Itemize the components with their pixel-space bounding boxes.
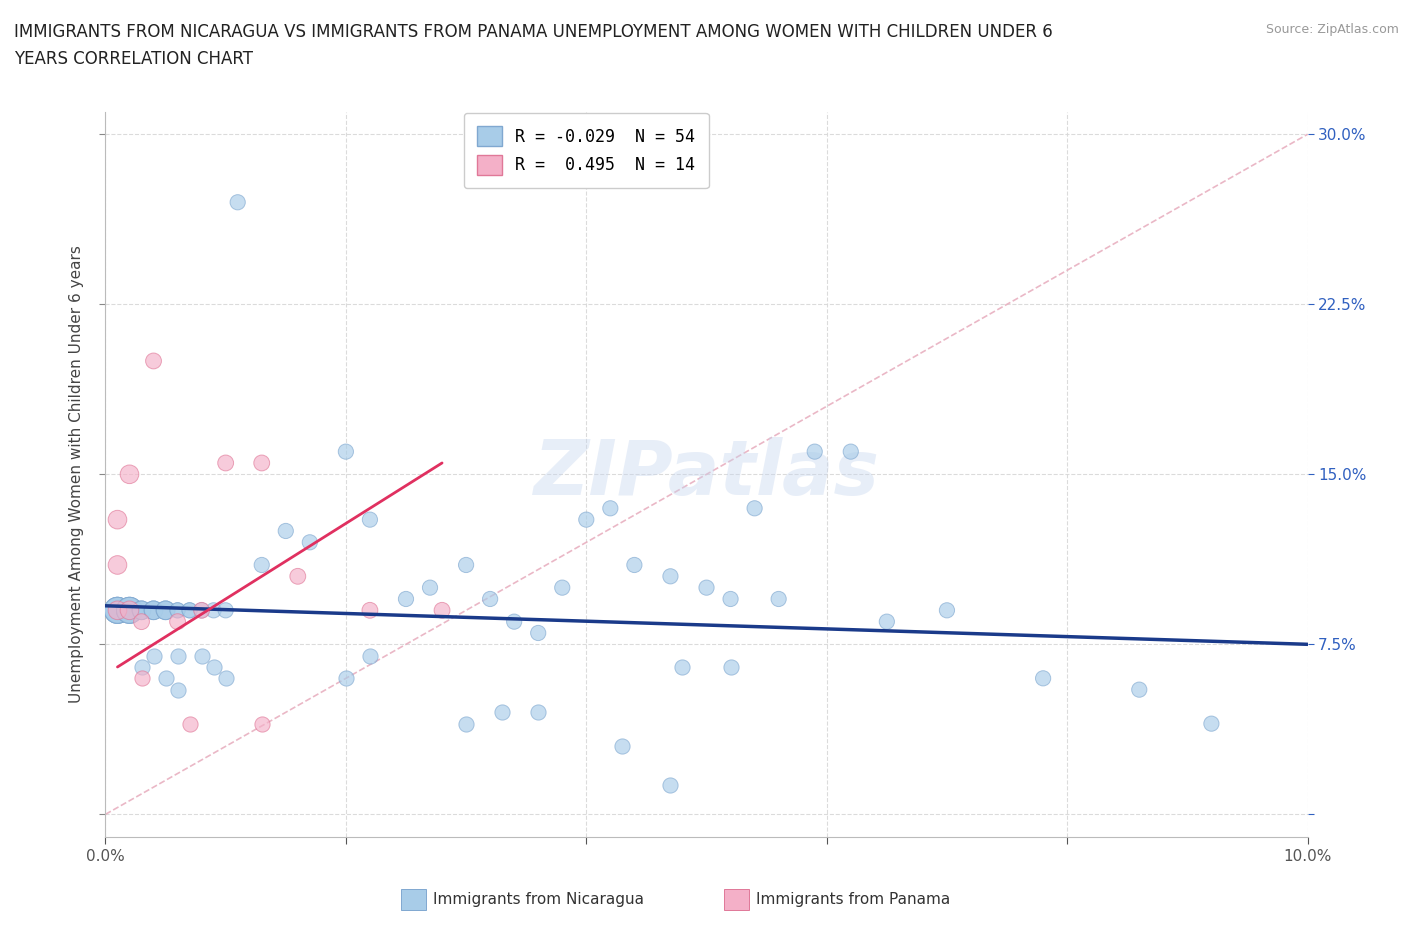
- Point: [359, 648, 381, 663]
- Point: [298, 535, 321, 550]
- Point: [744, 501, 766, 516]
- Point: [768, 591, 790, 606]
- Point: [503, 614, 526, 629]
- Point: [491, 705, 513, 720]
- Point: [623, 558, 645, 573]
- Point: [395, 591, 418, 606]
- Legend: R = -0.029  N = 54, R =  0.495  N = 14: R = -0.029 N = 54, R = 0.495 N = 14: [464, 113, 709, 189]
- Point: [575, 512, 598, 527]
- Point: [202, 659, 225, 674]
- Point: [430, 603, 453, 618]
- Point: [155, 671, 177, 685]
- Point: [599, 501, 621, 516]
- Point: [166, 648, 188, 663]
- Point: [527, 705, 550, 720]
- Point: [166, 614, 188, 629]
- Point: [250, 716, 273, 731]
- Text: ZIPatlas: ZIPatlas: [533, 437, 880, 512]
- Point: [107, 603, 129, 618]
- Point: [226, 195, 249, 210]
- Point: [179, 603, 201, 618]
- Point: [839, 445, 862, 459]
- Point: [527, 626, 550, 641]
- Point: [131, 603, 153, 618]
- Point: [142, 648, 165, 663]
- Point: [155, 603, 177, 618]
- Point: [659, 569, 682, 584]
- Point: [359, 603, 381, 618]
- Point: [166, 603, 188, 618]
- Point: [274, 524, 297, 538]
- Point: [551, 580, 574, 595]
- Point: [454, 716, 477, 731]
- Point: [179, 603, 201, 618]
- Point: [118, 603, 141, 618]
- Point: [118, 467, 141, 482]
- Point: [107, 558, 129, 573]
- Point: [142, 353, 165, 368]
- Point: [118, 603, 141, 618]
- Point: [142, 603, 165, 618]
- Point: [214, 603, 236, 618]
- Point: [142, 603, 165, 618]
- Point: [118, 603, 141, 618]
- Point: [419, 580, 441, 595]
- Y-axis label: Unemployment Among Women with Children Under 6 years: Unemployment Among Women with Children U…: [69, 246, 84, 703]
- Point: [359, 512, 381, 527]
- Point: [107, 603, 129, 618]
- Point: [287, 569, 309, 584]
- Point: [118, 603, 141, 618]
- Point: [107, 603, 129, 618]
- Point: [803, 445, 825, 459]
- Point: [142, 603, 165, 618]
- Text: Immigrants from Nicaragua: Immigrants from Nicaragua: [433, 892, 644, 907]
- Point: [166, 603, 188, 618]
- Point: [659, 777, 682, 792]
- Point: [250, 456, 273, 471]
- Point: [1032, 671, 1054, 685]
- Point: [131, 671, 153, 685]
- Point: [179, 716, 201, 731]
- Point: [107, 512, 129, 527]
- Point: [696, 580, 718, 595]
- Point: [720, 591, 742, 606]
- Point: [131, 659, 153, 674]
- Point: [131, 614, 153, 629]
- Point: [131, 603, 153, 618]
- Point: [190, 603, 212, 618]
- Point: [166, 683, 188, 698]
- Point: [107, 603, 129, 618]
- Point: [454, 558, 477, 573]
- Point: [335, 671, 357, 685]
- Point: [335, 445, 357, 459]
- Point: [155, 603, 177, 618]
- Point: [190, 648, 212, 663]
- Point: [107, 603, 129, 618]
- Point: [720, 659, 742, 674]
- Point: [1201, 716, 1223, 731]
- Point: [131, 603, 153, 618]
- Point: [250, 558, 273, 573]
- Point: [214, 671, 236, 685]
- Point: [671, 659, 693, 674]
- Point: [1128, 683, 1150, 698]
- Point: [479, 591, 502, 606]
- Point: [936, 603, 959, 618]
- Text: IMMIGRANTS FROM NICARAGUA VS IMMIGRANTS FROM PANAMA UNEMPLOYMENT AMONG WOMEN WIT: IMMIGRANTS FROM NICARAGUA VS IMMIGRANTS …: [14, 23, 1053, 68]
- Point: [155, 603, 177, 618]
- Point: [118, 603, 141, 618]
- Point: [202, 603, 225, 618]
- Point: [107, 603, 129, 618]
- Point: [612, 738, 634, 753]
- Point: [876, 614, 898, 629]
- Point: [214, 456, 236, 471]
- Text: Immigrants from Panama: Immigrants from Panama: [756, 892, 950, 907]
- Text: Source: ZipAtlas.com: Source: ZipAtlas.com: [1265, 23, 1399, 36]
- Point: [190, 603, 212, 618]
